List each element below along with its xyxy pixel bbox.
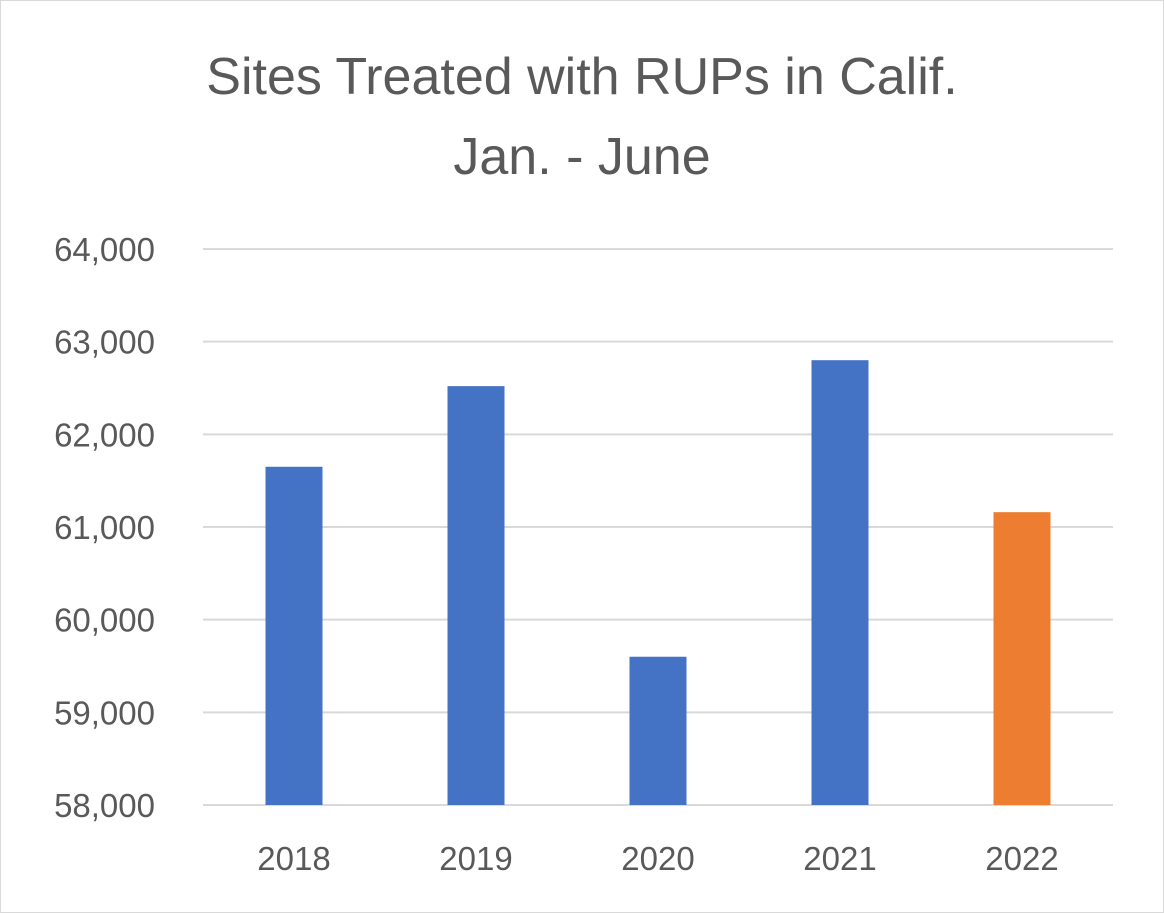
bars xyxy=(265,360,1051,805)
y-tick-label: 61,000 xyxy=(54,509,155,546)
y-tick-label: 64,000 xyxy=(54,231,155,268)
y-tick-label: 59,000 xyxy=(54,694,155,731)
x-tick-label: 2022 xyxy=(985,840,1058,877)
y-tick-label: 60,000 xyxy=(54,602,155,639)
bar-2022 xyxy=(993,512,1051,805)
x-tick-label: 2020 xyxy=(621,840,694,877)
x-tick-label: 2021 xyxy=(803,840,876,877)
y-tick-label: 58,000 xyxy=(54,787,155,824)
bar-2021 xyxy=(811,360,869,805)
x-tick-label: 2018 xyxy=(257,840,330,877)
y-tick-label: 62,000 xyxy=(54,416,155,453)
x-axis-labels: 2018 2019 2020 2021 2022 xyxy=(257,840,1058,877)
chart-subtitle: Jan. - June xyxy=(453,128,711,186)
x-tick-label: 2019 xyxy=(439,840,512,877)
y-tick-label: 63,000 xyxy=(54,324,155,361)
bar-2018 xyxy=(265,466,323,805)
bar-2019 xyxy=(447,386,505,805)
gridlines xyxy=(203,248,1113,806)
y-axis-labels: 58,000 59,000 60,000 61,000 62,000 63,000 64,0… xyxy=(54,231,155,824)
chart-title: Sites Treated with RUPs in Calif. xyxy=(206,48,958,106)
bar-2020 xyxy=(629,656,687,805)
